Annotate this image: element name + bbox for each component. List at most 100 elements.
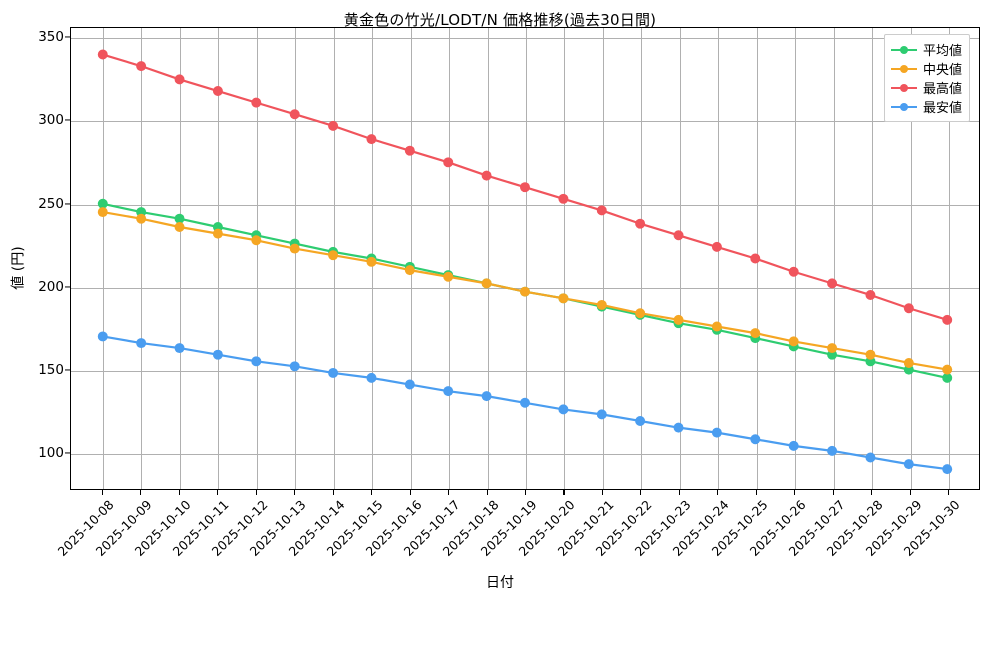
data-point	[558, 404, 569, 415]
gridline-vertical	[833, 28, 835, 489]
chart-figure: 黄金色の竹光/LODT/N 価格推移(過去30日間) 値 (円) 日付 100 1…	[10, 11, 980, 591]
data-point	[711, 427, 722, 438]
data-point	[289, 361, 300, 372]
data-point	[596, 299, 607, 310]
data-point	[711, 321, 722, 332]
data-point	[481, 391, 492, 402]
data-point	[596, 205, 607, 216]
data-point	[136, 213, 147, 224]
x-axis-tick-mark	[448, 490, 450, 495]
data-point	[174, 343, 185, 354]
y-axis-tick-label: 100	[38, 445, 64, 462]
data-point	[481, 170, 492, 181]
data-point	[443, 271, 454, 282]
data-point	[404, 145, 415, 156]
data-point	[827, 278, 838, 289]
data-point	[289, 243, 300, 254]
x-axis-tick-mark	[101, 490, 103, 495]
data-point	[750, 434, 761, 445]
data-point	[596, 409, 607, 420]
series-lines-layer	[97, 49, 953, 475]
legend-item-最安値[interactable]: 最安値	[891, 97, 962, 116]
x-axis-tick-mark	[563, 490, 565, 495]
x-axis-tick-mark	[486, 490, 488, 495]
data-point	[827, 343, 838, 354]
x-axis-tick-mark	[409, 490, 411, 495]
data-point	[865, 452, 876, 463]
legend-swatch-icon	[891, 63, 917, 75]
gridline-vertical	[179, 28, 181, 489]
data-point	[942, 314, 953, 325]
data-point	[942, 464, 953, 475]
data-point	[174, 74, 185, 85]
x-axis-tick-mark	[832, 490, 834, 495]
gridline-vertical	[526, 28, 527, 489]
gridline-vertical	[141, 28, 143, 489]
gridline-vertical	[949, 28, 951, 489]
x-axis-tick-mark	[294, 490, 296, 495]
data-point	[711, 241, 722, 252]
data-point	[212, 349, 223, 360]
gridline-vertical	[602, 28, 604, 489]
x-axis-tick-mark	[909, 490, 911, 495]
data-point	[251, 356, 262, 367]
data-point	[788, 266, 799, 277]
plot-area	[70, 27, 980, 490]
data-point	[750, 328, 761, 339]
series-中央値	[97, 207, 953, 375]
data-point	[404, 379, 415, 390]
legend-item-label: 最安値	[923, 101, 963, 116]
data-point	[865, 349, 876, 360]
x-axis-tick-mark	[717, 490, 719, 495]
data-point	[520, 397, 530, 408]
data-point	[97, 198, 108, 209]
gridline-vertical	[872, 28, 874, 489]
data-point	[174, 222, 185, 232]
series-最高値	[97, 49, 953, 325]
gridline-vertical	[102, 28, 104, 489]
data-point	[673, 314, 684, 325]
data-point	[328, 250, 339, 261]
data-point	[558, 293, 569, 304]
data-point	[404, 265, 415, 276]
legend-item-平均値[interactable]: 平均値	[891, 40, 962, 59]
data-point	[903, 303, 914, 314]
data-point	[903, 357, 914, 368]
y-axis-label: 値 (円)	[10, 246, 27, 290]
x-axis-tick-mark	[948, 490, 950, 495]
data-point	[750, 253, 761, 264]
gridline-vertical	[256, 28, 258, 489]
data-point	[366, 372, 377, 383]
legend-item-中央値[interactable]: 中央値	[891, 59, 962, 78]
gridline-horizontal	[71, 121, 979, 123]
x-axis-tick-mark	[871, 490, 873, 495]
data-point	[520, 286, 530, 297]
gridline-vertical	[679, 28, 681, 489]
gridline-vertical	[487, 28, 489, 489]
data-point	[136, 61, 147, 72]
data-point	[865, 290, 876, 300]
data-point	[635, 308, 646, 319]
data-point	[97, 331, 108, 342]
legend-item-label: 中央値	[923, 63, 963, 78]
data-point	[251, 235, 262, 246]
y-axis-tick-mark	[65, 452, 70, 454]
data-point	[212, 228, 223, 239]
x-axis-tick-mark	[640, 490, 642, 495]
data-point	[635, 218, 646, 229]
x-axis-label: 日付	[486, 575, 514, 591]
legend-item-最高値[interactable]: 最高値	[891, 78, 962, 97]
data-point	[174, 213, 185, 224]
data-point	[481, 278, 492, 289]
data-point	[97, 49, 108, 60]
y-axis-tick-mark	[65, 202, 70, 205]
data-point	[443, 386, 454, 397]
gridline-vertical	[449, 28, 451, 489]
data-point	[942, 364, 953, 375]
data-point	[788, 440, 799, 451]
gridline-vertical	[795, 28, 797, 489]
gridline-horizontal	[71, 204, 979, 206]
x-axis-tick-mark	[678, 490, 680, 495]
x-axis-tick-mark	[525, 490, 527, 495]
data-point	[942, 372, 953, 383]
